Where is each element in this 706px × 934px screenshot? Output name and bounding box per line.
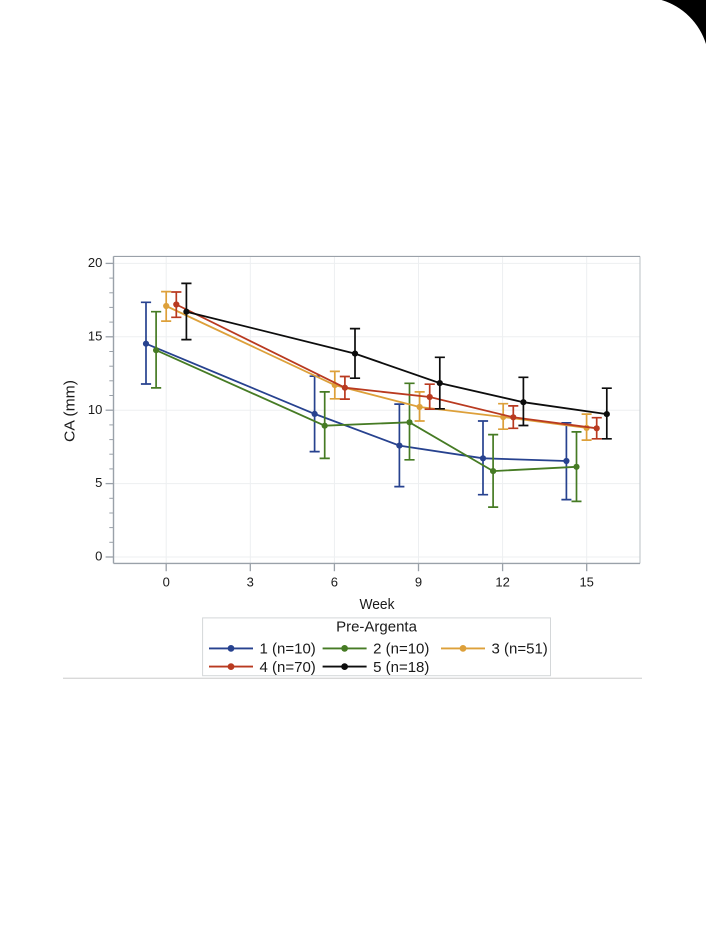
svg-text:15: 15	[88, 328, 102, 343]
svg-text:15: 15	[579, 575, 593, 590]
svg-text:3 (n=51): 3 (n=51)	[492, 641, 548, 658]
svg-text:5 (n=18): 5 (n=18)	[373, 659, 429, 676]
svg-text:9: 9	[415, 575, 422, 590]
svg-text:20: 20	[88, 255, 102, 270]
svg-text:CA (mm): CA (mm)	[62, 380, 79, 442]
svg-text:1 (n=10): 1 (n=10)	[260, 641, 316, 658]
svg-text:Pre-Argenta: Pre-Argenta	[336, 618, 418, 635]
svg-text:12: 12	[495, 575, 509, 590]
svg-text:3: 3	[247, 575, 254, 590]
svg-text:0: 0	[163, 575, 170, 590]
svg-text:6: 6	[331, 575, 338, 590]
svg-text:10: 10	[88, 402, 102, 417]
svg-text:4 (n=70): 4 (n=70)	[260, 659, 316, 676]
svg-text:5: 5	[95, 475, 102, 490]
svg-text:Week: Week	[360, 596, 395, 613]
svg-text:2 (n=10): 2 (n=10)	[373, 641, 429, 658]
svg-text:0: 0	[95, 549, 102, 564]
